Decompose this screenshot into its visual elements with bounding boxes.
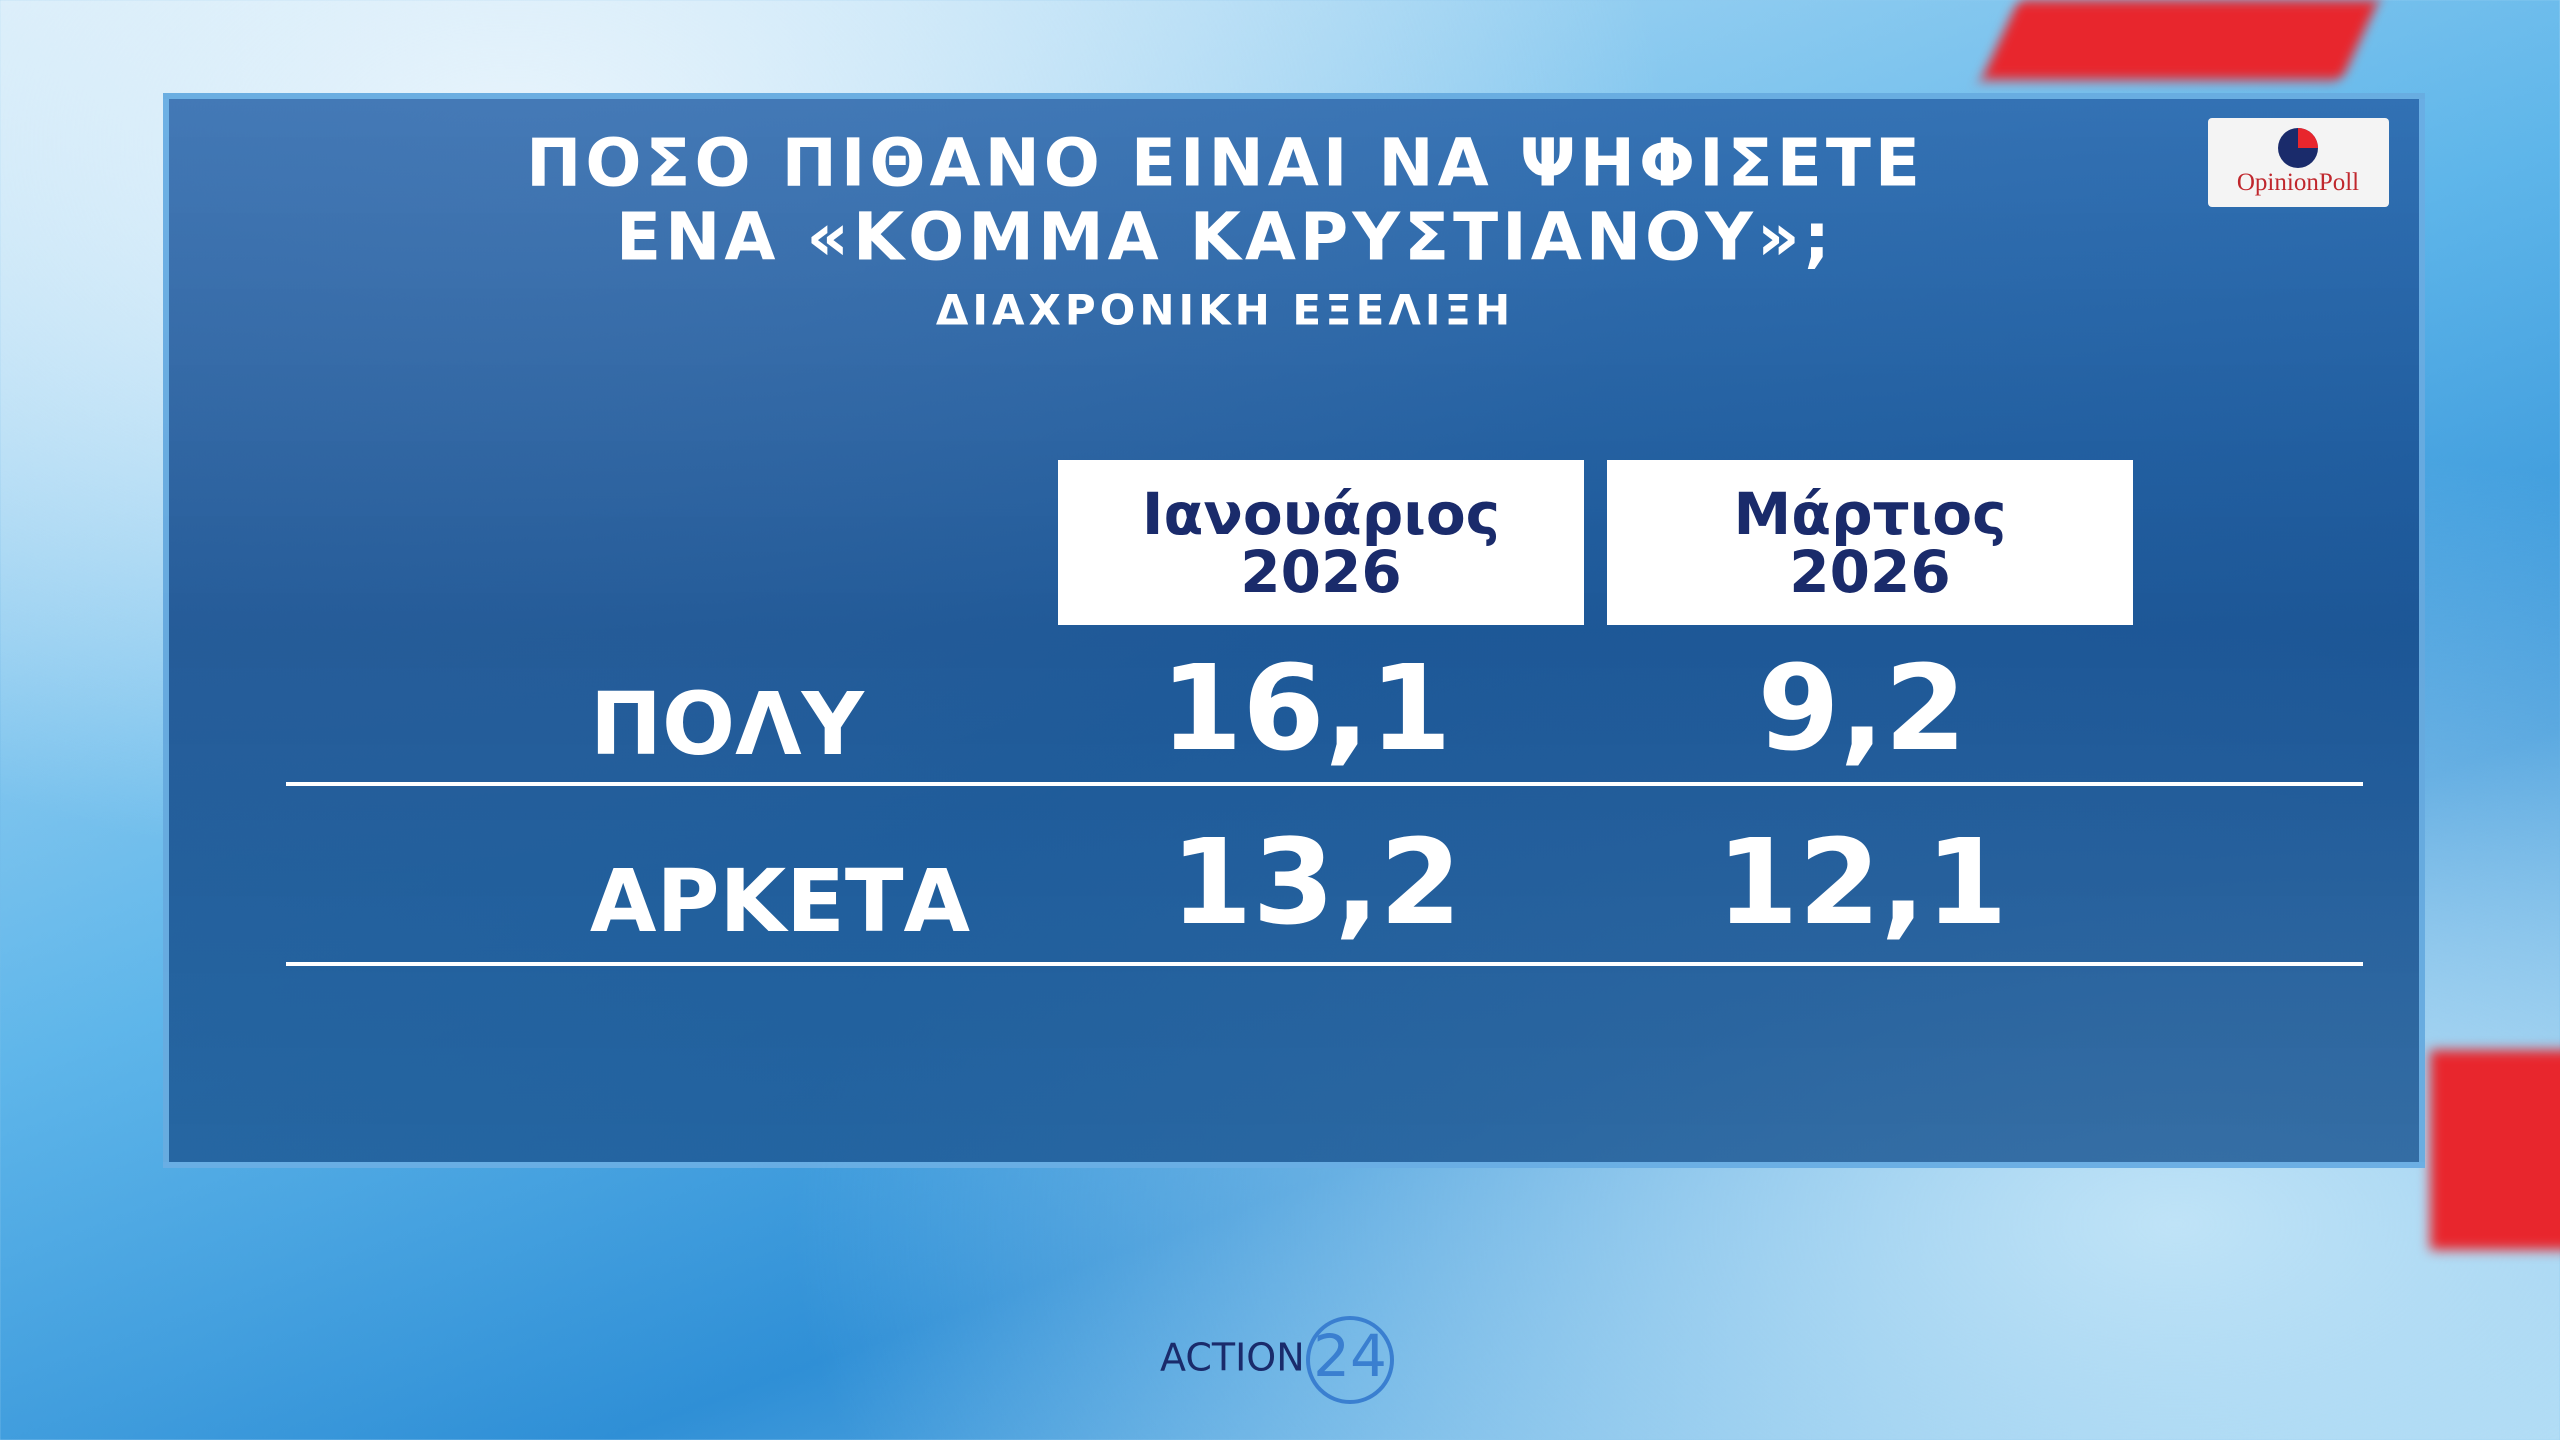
column-label: Μάρτιος bbox=[1733, 479, 2007, 548]
panel bbox=[163, 93, 2425, 1168]
cell-value: 12,1 bbox=[1716, 813, 2008, 951]
pollster-logo: OpinionPoll bbox=[2208, 118, 2389, 207]
column-label: 2026 bbox=[1240, 537, 1402, 606]
row-rule bbox=[286, 782, 2363, 786]
channel-logo: ACTION 24 bbox=[1160, 1316, 1394, 1404]
bg-shape bbox=[2430, 1050, 2560, 1250]
row-label: ΑΡΚΕΤΑ bbox=[589, 852, 971, 952]
logo-text: ACTION bbox=[1160, 1336, 1305, 1380]
row-rule bbox=[286, 962, 2363, 966]
column-label: 2026 bbox=[1789, 537, 1951, 606]
column-label: Ιανουάριος bbox=[1141, 479, 1501, 548]
column-header: Ιανουάριος 2026 bbox=[1058, 460, 1584, 625]
title: ΠΟΣΟ ΠΙΘΑΝΟ ΕΙΝΑΙ ΝΑ ΨΗΦΙΣΕΤΕ bbox=[526, 124, 1924, 202]
title: ΕΝΑ «ΚΟΜΜΑ ΚΑΡΥΣΤΙΑΝΟΥ»; bbox=[616, 198, 1834, 276]
row-label: ΠΟΛΥ bbox=[590, 675, 864, 775]
logo-icon: OpinionPoll bbox=[2237, 128, 2359, 196]
cell-value: 13,2 bbox=[1170, 813, 1462, 951]
bg-shape bbox=[1981, 0, 2379, 80]
cell-value: 16,1 bbox=[1160, 639, 1452, 777]
logo-text: OpinionPoll bbox=[2237, 169, 2359, 196]
subtitle: ΔΙΑΧΡΟΝΙΚΗ ΕΞΕΛΙΞΗ bbox=[935, 285, 1515, 335]
logo-number: 24 bbox=[1313, 1322, 1387, 1390]
column-header: Μάρτιος 2026 bbox=[1607, 460, 2133, 625]
cell-value: 9,2 bbox=[1757, 639, 1967, 777]
